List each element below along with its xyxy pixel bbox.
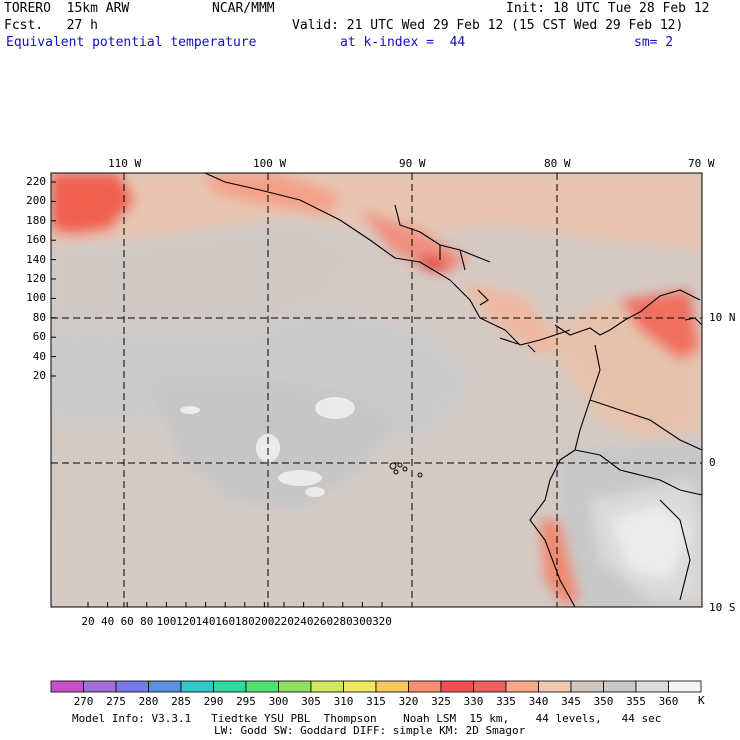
colorbar-swatch — [668, 680, 702, 693]
x-tick-label: 180 — [234, 615, 255, 628]
colorbar-swatch — [603, 680, 637, 693]
colorbar-label: 350 — [593, 695, 614, 708]
forecast-hour: Fcst. 27 h — [4, 18, 98, 33]
x-tick-label: 260 — [313, 615, 334, 628]
lat-label: 0 — [709, 456, 716, 469]
x-tick-label: 80 — [140, 615, 154, 628]
colorbar-swatch — [213, 680, 247, 693]
colorbar-swatch — [50, 680, 84, 693]
lon-label: 90 W — [399, 157, 426, 170]
colorbar-label: 330 — [463, 695, 484, 708]
lon-label: 110 W — [108, 157, 142, 170]
colorbar-swatch — [245, 680, 279, 693]
colorbar-label: 310 — [333, 695, 354, 708]
colorbar-label: 270 — [73, 695, 94, 708]
y-tick-label: 220 — [26, 175, 46, 188]
graticule — [51, 173, 702, 607]
lon-label: 70 W — [688, 157, 715, 170]
colorbar-label: 275 — [106, 695, 126, 708]
colorbar-label: 285 — [171, 695, 191, 708]
x-tick-label: 200 — [254, 615, 275, 628]
colorbar-label: 360 — [658, 695, 679, 708]
lat-label: 10 N — [709, 311, 736, 324]
colorbar-swatch — [570, 680, 604, 693]
colorbar-swatch — [505, 680, 539, 693]
colorbar-label: 300 — [268, 695, 289, 708]
y-tick-label: 80 — [32, 310, 46, 324]
init-time: Init: 18 UTC Tue 28 Feb 12 — [506, 1, 710, 16]
y-tick-label: 60 — [32, 330, 46, 344]
y-tick-label: 180 — [26, 213, 46, 227]
model-info: Model Info: V3.3.1 Tiedtke YSU PBL Thomp… — [72, 712, 662, 725]
theta-e-field — [51, 173, 702, 607]
colorbar-swatch — [343, 680, 377, 693]
y-tick-label: 120 — [26, 272, 46, 285]
y-tick-label: 100 — [26, 291, 46, 305]
x-tick-label: 40 — [100, 615, 115, 628]
x-tick-label: 160 — [215, 615, 236, 628]
colorbar-label: 345 — [561, 695, 581, 708]
organization: NCAR/MMM — [212, 1, 275, 16]
x-tick-label: 240 — [293, 615, 314, 628]
colorbar-swatch — [635, 680, 669, 693]
model-title: TORERO 15km ARW — [4, 1, 130, 16]
colorbar-label: 355 — [626, 695, 646, 708]
field-name: Equivalent potential temperature — [6, 35, 257, 50]
x-tick-label: 140 — [195, 615, 216, 628]
y-tick-label: 200 — [26, 194, 46, 208]
lon-label: 80 W — [544, 157, 571, 170]
colorbar-label: 280 — [138, 695, 159, 708]
colorbar-label: 320 — [398, 695, 419, 708]
x-tick-label: 100 — [156, 615, 177, 628]
colorbar-label: 315 — [366, 695, 386, 708]
colorbar-swatch — [473, 680, 507, 693]
lat-label: 10 S — [709, 601, 736, 614]
y-tick-label: 40 — [32, 349, 46, 363]
colorbar-label: 295 — [236, 695, 256, 708]
lon-label: 100 W — [253, 157, 287, 170]
x-tick-label: 220 — [274, 615, 294, 628]
colorbar-label: 305 — [301, 695, 321, 708]
colorbar-swatch — [440, 680, 474, 693]
x-tick-label: 120 — [176, 615, 196, 628]
colorbar-unit: K — [698, 694, 705, 707]
colorbar — [50, 680, 702, 693]
colorbar-swatch — [83, 680, 117, 693]
colorbar-label: 340 — [528, 695, 549, 708]
level-label: at k-index = 44 — [340, 35, 466, 50]
colorbar-swatch — [148, 680, 182, 693]
colorbar-swatch — [375, 680, 409, 693]
colorbar-swatch — [115, 680, 149, 693]
x-tick-label: 300 — [352, 615, 373, 628]
x-tick-label: 60 — [120, 615, 134, 628]
x-tick-label: 20 — [81, 615, 95, 628]
axis-ticks — [51, 181, 383, 607]
y-tick-label: 160 — [26, 233, 46, 247]
colorbar-label: 290 — [203, 695, 224, 708]
colorbar-swatch — [538, 680, 572, 693]
model-physics: LW: Godd SW: Goddard DIFF: simple KM: 2D… — [214, 724, 526, 737]
x-tick-label: 320 — [372, 615, 392, 628]
coastlines — [204, 172, 703, 608]
y-tick-label: 140 — [26, 252, 46, 266]
valid-time: Valid: 21 UTC Wed 29 Feb 12 (15 CST Wed … — [292, 18, 684, 33]
colorbar-label: 335 — [496, 695, 516, 708]
colorbar-swatch — [180, 680, 214, 693]
colorbar-swatch — [278, 680, 312, 693]
smoothing-label: sm= 2 — [634, 35, 674, 50]
map-frame — [50, 172, 703, 608]
y-tick-label: 20 — [32, 369, 46, 382]
colorbar-swatch — [310, 680, 344, 693]
x-tick-label: 280 — [332, 615, 353, 628]
colorbar-label: 325 — [431, 695, 451, 708]
colorbar-swatch — [408, 680, 442, 693]
